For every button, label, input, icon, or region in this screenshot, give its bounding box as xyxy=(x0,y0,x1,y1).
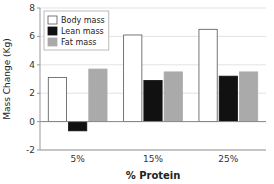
chart: -2 0 2 4 6 8 5% 15% 25% % Protein Mass Change (Kg)… xyxy=(0,0,274,184)
legend-swatch xyxy=(48,16,57,24)
y-tick-label: 4 xyxy=(29,60,35,70)
x-axis-label: % Protein xyxy=(126,170,181,181)
bar xyxy=(48,78,66,122)
legend-label: Body mass xyxy=(61,16,105,25)
page: {"chart_data": {"type": "bar", "categori… xyxy=(0,0,274,184)
bar xyxy=(69,122,87,131)
y-axis-label: Mass Change (Kg) xyxy=(2,38,12,119)
legend-label: Lean mass xyxy=(61,27,104,36)
x-tick-label: 5% xyxy=(71,154,86,164)
legend-swatch xyxy=(48,38,57,46)
bar xyxy=(164,72,182,122)
legend-swatch xyxy=(48,27,57,35)
bar xyxy=(124,35,142,122)
grid-line xyxy=(40,8,266,9)
y-tick-label: -2 xyxy=(26,145,35,155)
y-tick-label: 2 xyxy=(29,88,35,98)
x-axis-line xyxy=(40,150,266,151)
grid-line xyxy=(40,150,266,151)
bar xyxy=(199,29,217,121)
bar xyxy=(144,80,162,121)
y-tick-label: 0 xyxy=(29,117,35,127)
bar xyxy=(219,76,237,121)
x-tick-label: 25% xyxy=(218,154,238,164)
legend: Body mass Lean mass Fat mass xyxy=(44,11,109,50)
legend-box xyxy=(44,11,109,50)
zero-line xyxy=(40,121,266,122)
bar xyxy=(89,69,107,122)
bars xyxy=(48,29,257,131)
y-axis-line xyxy=(40,8,41,150)
chart-container: -2 0 2 4 6 8 5% 15% 25% % Protein Mass Change (Kg)… xyxy=(0,0,274,184)
legend-label: Fat mass xyxy=(61,38,96,47)
x-tick-label: 15% xyxy=(143,154,163,164)
grid-line xyxy=(40,64,266,65)
y-tick-label: 6 xyxy=(29,31,35,41)
grid xyxy=(40,8,266,150)
y-tick-label: 8 xyxy=(29,3,35,13)
grid-line xyxy=(40,121,266,122)
bar xyxy=(239,72,257,122)
